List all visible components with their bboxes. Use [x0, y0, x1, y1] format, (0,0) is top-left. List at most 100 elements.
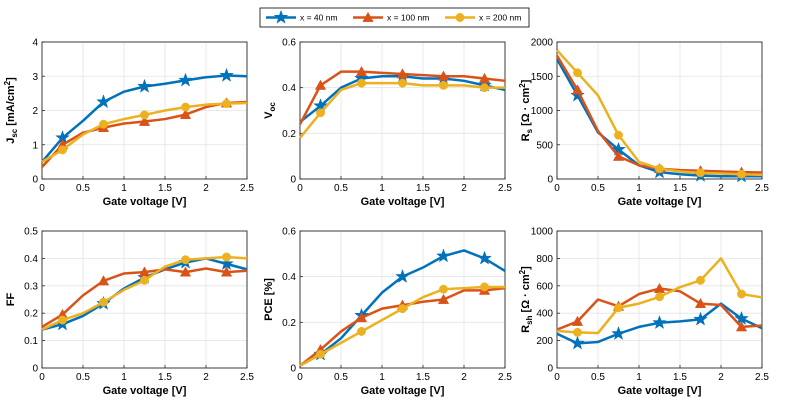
y-label-sub: s: [525, 128, 534, 133]
data-point: [437, 293, 450, 304]
y-label-sup: 2: [518, 269, 527, 274]
legend-label: x = 40 nm: [300, 13, 338, 23]
data-point: [316, 349, 325, 359]
legend-entry: x = 40 nm: [266, 9, 338, 24]
x-axis-label: Gate voltage [V]: [103, 196, 187, 208]
y-tick-label: 0.1: [24, 336, 38, 347]
legend-marker-triangle-icon: [362, 11, 374, 22]
legend-label: x = 200 nm: [479, 13, 521, 23]
data-point: [439, 80, 448, 90]
data-point: [737, 289, 746, 299]
data-point: [316, 108, 325, 118]
data-point: [570, 335, 585, 350]
data-point: [573, 68, 582, 78]
x-tick-label: 0.5: [334, 372, 348, 383]
data-point: [652, 315, 667, 330]
plot-frame: [299, 41, 506, 180]
data-point: [735, 321, 748, 332]
y-tick-label: 0.6: [282, 38, 296, 49]
plot-frame: [299, 230, 506, 369]
data-point: [696, 275, 705, 285]
data-point: [355, 65, 368, 77]
y-label-sup: 2: [518, 83, 527, 88]
data-point: [571, 84, 584, 95]
data-point: [436, 248, 451, 263]
y-label-main: V: [263, 111, 275, 119]
data-point: [611, 325, 626, 341]
y-tick-label: 1500: [531, 72, 554, 83]
data-point: [612, 150, 625, 161]
x-tick-label: 2: [203, 372, 209, 383]
data-point: [395, 268, 410, 283]
series-line: [555, 58, 762, 178]
x-tick-label: 1.5: [158, 183, 172, 194]
x-axis-label: Gate voltage [V]: [618, 196, 702, 208]
y-tick-label: 1000: [531, 227, 554, 238]
y-label-main: R: [520, 325, 532, 333]
data-point: [219, 67, 234, 82]
y-label-main: PCE [%]: [263, 278, 275, 321]
data-point: [696, 168, 705, 178]
x-tick-label: 1.5: [673, 372, 687, 383]
legend-entry: x = 200 nm: [445, 13, 521, 23]
y-tick-label: 0: [32, 175, 38, 186]
chart-ff: 0 0.5 1 1.5 2 2.5 0 0.1 0.2 0.3 0.4 0.5 Gate voltage…: [5, 227, 254, 398]
data-point: [179, 266, 192, 277]
y-label-sub: sh: [525, 315, 534, 324]
data-point: [314, 79, 327, 90]
x-tick-label: 1.5: [158, 372, 172, 383]
data-point: [99, 119, 108, 129]
series-line: [299, 285, 505, 367]
plot-frame: [41, 230, 248, 369]
x-tick-label: 1: [379, 372, 385, 383]
x-tick-label: 1: [636, 372, 642, 383]
chart-jsc: 0 0.5 1 1.5 2 2.5 0 1 2 3 4 Gate voltage [V] Jsc [mA…: [3, 38, 254, 209]
y-axis-label: Rs [Ω · cm2]: [518, 79, 534, 141]
x-tick-label: 2.5: [240, 183, 254, 194]
x-tick-label: 1.5: [416, 183, 430, 194]
x-tick-label: 1: [636, 183, 642, 194]
data-point: [179, 108, 192, 120]
x-tick-label: 2.5: [755, 372, 769, 383]
x-tick-label: 0.5: [591, 183, 605, 194]
y-tick-label: 0.2: [24, 309, 38, 320]
data-point: [478, 72, 491, 83]
y-label-main: FF: [5, 293, 17, 307]
y-tick-label: 0.4: [24, 254, 38, 265]
x-tick-label: 2: [718, 183, 724, 194]
y-label-unit: [mA/cm: [5, 85, 17, 129]
data-point: [96, 94, 111, 109]
y-label-main: R: [520, 133, 532, 141]
y-axis-label: Rsh [Ω · cm2]: [518, 266, 534, 333]
y-tick-label: 600: [536, 281, 553, 292]
data-point: [480, 83, 489, 93]
y-label-sup: 2: [3, 80, 12, 85]
data-point: [58, 315, 67, 325]
x-tick-label: 2: [718, 372, 724, 383]
data-point: [655, 164, 664, 174]
y-label-sub: oc: [268, 102, 277, 112]
data-point: [737, 169, 746, 179]
plot-frame: [556, 230, 763, 369]
x-tick-label: 1: [121, 372, 127, 383]
x-axis-label: Gate voltage [V]: [618, 385, 702, 397]
y-label-end: ]: [520, 266, 532, 270]
y-axis-label: Voc: [263, 102, 277, 119]
data-point: [396, 68, 409, 79]
y-tick-label: 0: [547, 175, 553, 186]
data-point: [694, 297, 707, 309]
y-label-end: ]: [520, 79, 532, 83]
chart-pce: 0 0.5 1 1.5 2 2.5 0 0.2 0.4 0.6 Gate voltage [V] PC…: [263, 227, 512, 398]
y-tick-label: 0.4: [282, 272, 296, 283]
data-point: [357, 78, 366, 88]
legend-marker-star-icon: [273, 9, 289, 24]
y-tick-label: 0.4: [282, 83, 296, 94]
chart-rs: 0 0.5 1 1.5 2 2.5 0 500 1000 1500 2000 Gate voltage…: [518, 38, 769, 209]
data-point: [480, 282, 489, 292]
x-tick-label: 1.5: [416, 372, 430, 383]
data-point: [355, 312, 368, 323]
y-tick-label: 0.3: [24, 281, 38, 292]
x-tick-label: 2.5: [498, 372, 512, 383]
y-tick-label: 1: [32, 140, 38, 151]
